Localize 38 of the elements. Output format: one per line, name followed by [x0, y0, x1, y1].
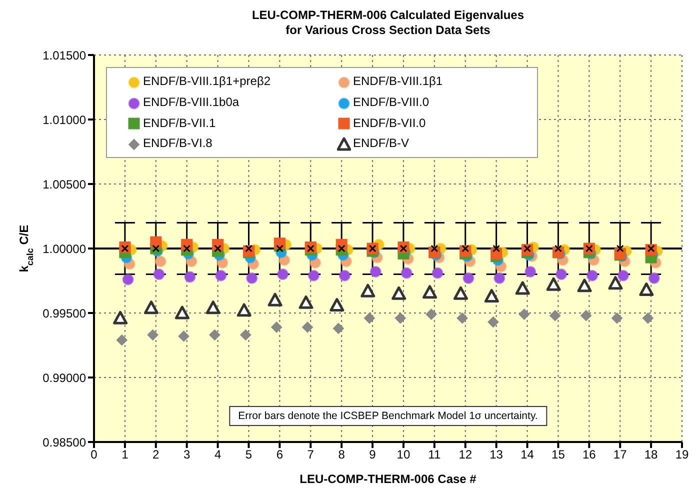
x-tick-label: 16 [582, 448, 596, 462]
chart-title: LEU-COMP-THERM-006 Calculated Eigenvalues for Various Cross Section Data Sets [250, 8, 526, 38]
x-tick-label: 6 [276, 448, 284, 462]
x-tick-label: 19 [675, 448, 689, 462]
legend-label: ENDF/B-VIII.1β1 [353, 74, 443, 88]
legend-label: ENDF/B-VII.1 [143, 116, 216, 130]
x-tick-label: 10 [396, 448, 410, 462]
y-tick-label: 1.00000 [42, 242, 86, 256]
x-tick-label: 13 [490, 448, 504, 462]
x-tick-label: 8 [338, 448, 346, 462]
y-tick-label: 1.00500 [42, 177, 86, 192]
x-tick-label: 12 [458, 448, 472, 462]
x-tick-label: 7 [307, 448, 314, 462]
x-tick-label: 9 [369, 448, 376, 462]
legend-label: ENDF/B-V [353, 136, 410, 150]
y-tick-label: 0.98500 [42, 435, 86, 450]
y-tick-label: 1.01500 [42, 48, 86, 62]
x-tick-label: 11 [428, 448, 441, 462]
legend-label: ENDF/B-VIII.1b0a [143, 94, 240, 109]
y-tick-label: 1.01000 [42, 112, 86, 127]
annotation: Error bars denote the ICSBEP Benchmark Model 1σ uncertainty. [229, 406, 547, 426]
x-tick-label: 2 [152, 448, 160, 462]
x-tick-label: 1 [122, 448, 129, 462]
legend-label: ENDF/B-VII.0 [353, 116, 426, 130]
x-tick-label: 14 [520, 448, 534, 462]
legend-label: ENDF/B-VI.8 [143, 136, 212, 150]
x-tick-label: 3 [184, 448, 190, 462]
x-tick-label: 18 [644, 448, 658, 462]
x-tick-label: 0 [90, 448, 98, 462]
legend-label: ENDF/B-VIII.1β1+preβ2 [143, 74, 271, 88]
legend-label: ENDF/B-VIII.0 [353, 94, 430, 109]
x-tick-label: 4 [214, 448, 222, 462]
y-tick-label: 0.99000 [42, 370, 86, 385]
x-tick-label: 15 [552, 448, 566, 462]
y-tick-label: 0.99500 [42, 306, 86, 320]
x-tick-label: 5 [245, 448, 252, 462]
x-axis-title: LEU-COMP-THERM-006 Case # [300, 472, 477, 486]
x-tick-label: 17 [613, 448, 628, 462]
